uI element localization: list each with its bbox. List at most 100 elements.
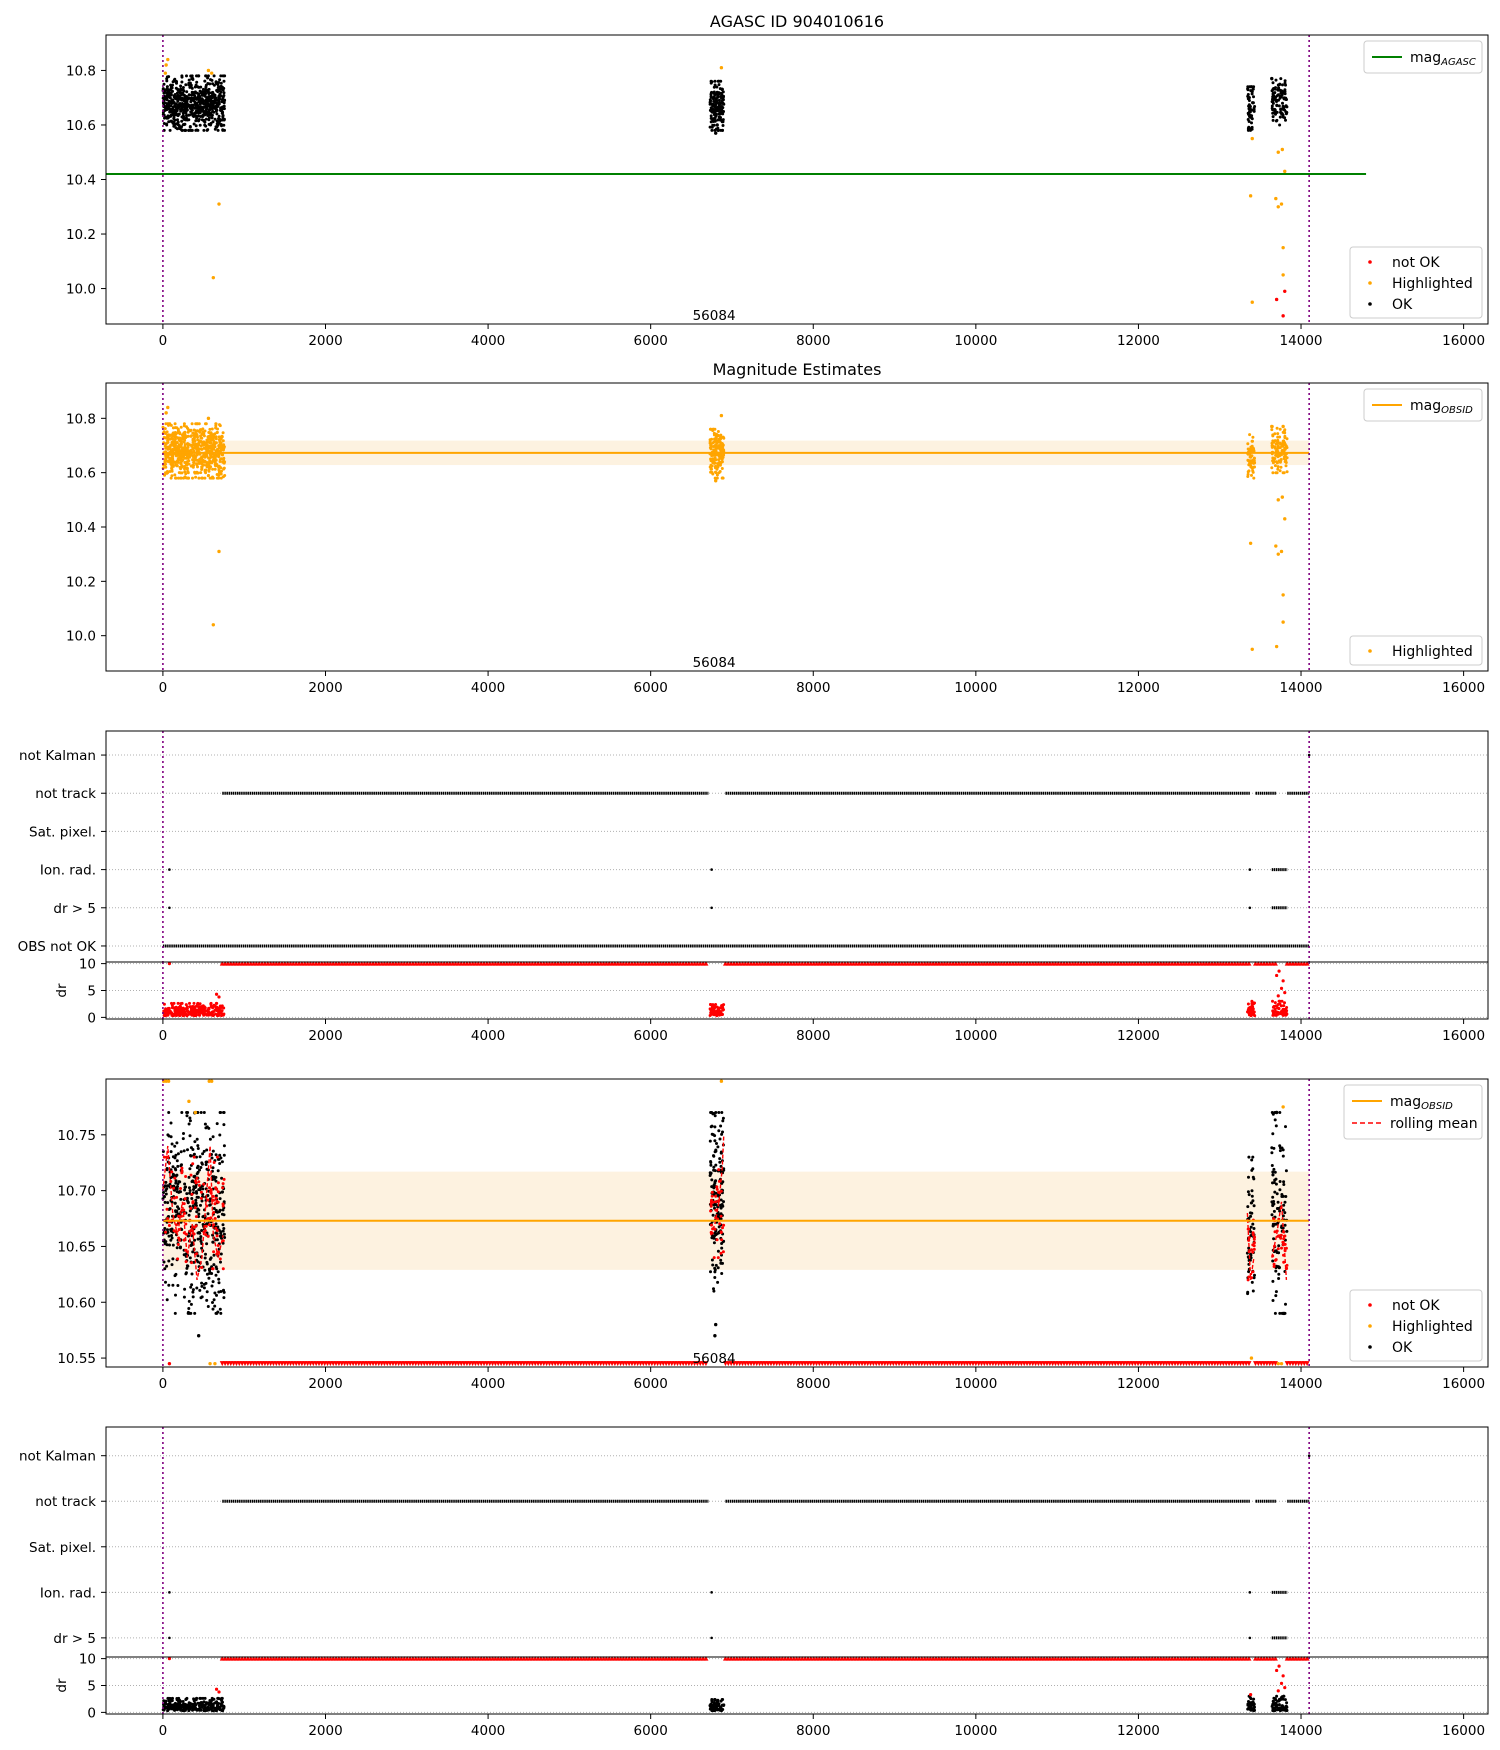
chart1-point (712, 123, 716, 127)
chart4-point (222, 1296, 226, 1300)
chart2-point (193, 443, 197, 447)
chart4-point (182, 1295, 186, 1299)
chart3-dr-point (182, 1008, 186, 1012)
chart2-point (197, 442, 200, 446)
chart2-point (191, 437, 195, 441)
chart5-dr-ytick-label: 5 (87, 1679, 96, 1695)
chart1-point (206, 68, 211, 73)
chart2-point (205, 454, 209, 458)
chart2-point (186, 456, 190, 460)
chart2-point (221, 453, 225, 457)
chart2-point (168, 437, 172, 441)
chart4-point (179, 1150, 183, 1154)
chart2-xtick-label: 14000 (1280, 680, 1323, 696)
chart1-point (1283, 88, 1287, 92)
chart2-point (208, 476, 212, 480)
chart4-point (189, 1146, 193, 1150)
chart2-point (170, 443, 174, 447)
chart1-point (181, 88, 185, 92)
chart1-point (212, 74, 216, 78)
chart4-point (1250, 1194, 1254, 1198)
chart4-point (166, 1184, 170, 1188)
chart2-legend-points-box (1349, 635, 1483, 666)
chart2-point (1285, 470, 1289, 474)
chart4-point (197, 1180, 201, 1184)
chart1-point (1251, 87, 1255, 91)
chart2-point (211, 447, 215, 451)
chart3-dr-point (170, 1003, 174, 1007)
chart4-point (174, 1153, 178, 1157)
chart4-point (1274, 1182, 1278, 1186)
chart4-point (212, 1161, 216, 1164)
chart2-point (1271, 471, 1275, 475)
chart4-point (185, 1114, 189, 1118)
chart4-legend-point-label: Highlighted (1392, 1319, 1473, 1335)
chart1-point (720, 87, 724, 91)
chart4-point (165, 1167, 169, 1170)
chart4-point (170, 1236, 174, 1240)
chart5-dr-ylabel: dr (54, 1678, 70, 1693)
chart3-xtick-label: 0 (159, 1028, 168, 1044)
chart4-point (1274, 1290, 1278, 1294)
chart3-dr-point (173, 1009, 177, 1013)
chart2-point (1281, 593, 1285, 597)
chart4-point (205, 1272, 209, 1276)
chart4-point (718, 1157, 722, 1161)
chart1-point (1281, 101, 1284, 105)
chart1-point (1282, 107, 1285, 111)
chart4-point (222, 1232, 226, 1236)
chart4-point (714, 1194, 718, 1198)
chart1-point (721, 101, 725, 105)
chart4-point (1273, 1178, 1277, 1182)
chart2-point (211, 458, 215, 462)
chart4-point (188, 1189, 192, 1192)
chart1-point (187, 128, 191, 132)
chart3-dr-point (176, 1008, 180, 1011)
chart4-point (200, 1295, 204, 1299)
chart1-legend-line-label: magAGASC (1410, 50, 1476, 68)
chart4-point (716, 1193, 720, 1197)
chart2-point (714, 479, 718, 483)
chart3-dr-clipped (1304, 961, 1310, 966)
chart4-point (1282, 1183, 1286, 1186)
chart4-xtick-label: 4000 (471, 1376, 505, 1392)
chart3-dr-point (215, 1007, 219, 1011)
chart4-point (715, 1185, 719, 1189)
chart1-point (195, 74, 198, 78)
chart4-point (718, 1222, 722, 1226)
chart4-point (215, 1293, 218, 1297)
chart4-point (218, 1162, 222, 1165)
chart2-point (715, 473, 719, 477)
chart4-point (1275, 1192, 1279, 1196)
chart1-point (222, 91, 226, 95)
chart2-point (708, 427, 712, 431)
chart4-point (1251, 1250, 1255, 1254)
chart1-point (1250, 92, 1254, 96)
chart1-point (1284, 112, 1288, 116)
chart3-flag-dot (1307, 753, 1311, 757)
chart2-point (198, 430, 202, 434)
chart4-point (167, 1111, 171, 1114)
chart1-point (221, 88, 225, 92)
chart4-point (173, 1144, 177, 1148)
chart4-point (211, 1307, 215, 1311)
chart2-point (716, 465, 720, 469)
chart4-point (191, 1295, 195, 1299)
chart3-dr-point (214, 1001, 218, 1005)
chart1-point (162, 122, 166, 125)
chart4-point (1278, 1146, 1282, 1150)
chart1-point (1271, 81, 1275, 85)
chart3-dr-point (214, 992, 219, 996)
chart4-point (162, 1191, 165, 1194)
chart1-point (1270, 104, 1274, 108)
chart1-point (1252, 95, 1255, 99)
chart2-point (1271, 444, 1275, 448)
chart4-point (218, 1257, 222, 1261)
chart2-point (1274, 460, 1278, 464)
chart2-point (166, 435, 170, 439)
chart2-point (179, 462, 183, 466)
chart4-point (214, 1226, 218, 1230)
chart4-point (196, 1237, 200, 1241)
chart1-point (184, 83, 188, 87)
chart1-point (709, 81, 713, 85)
